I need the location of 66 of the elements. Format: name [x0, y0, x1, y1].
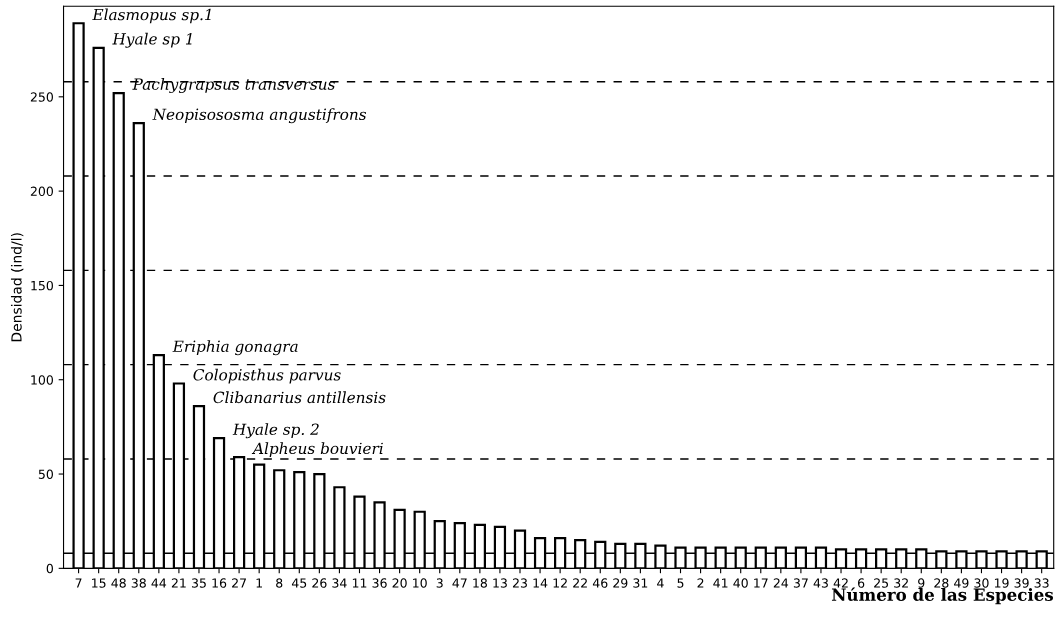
x-tick-label: 39 — [1014, 578, 1029, 588]
x-tick-label: 3 — [436, 578, 443, 588]
x-tick-label: 2 — [697, 578, 704, 588]
x-tick-label: 37 — [793, 578, 808, 588]
x-tick-label: 13 — [493, 578, 507, 588]
x-tick-label: 8 — [276, 578, 283, 588]
x-tick-label: 21 — [171, 578, 186, 588]
x-tick-label: 1 — [256, 578, 262, 588]
x-tick-label: 15 — [92, 578, 106, 588]
annotation: Elasmopus sp.1 — [92, 8, 211, 24]
y-axis-title: Densidad (ind/l) — [10, 233, 24, 342]
x-tick-label: 32 — [894, 578, 908, 588]
x-tick-label: 22 — [573, 578, 587, 588]
x-tick-label: 9 — [918, 578, 925, 588]
x-tick-label: 38 — [131, 578, 146, 588]
annotation: Pachygrapsus transversus — [132, 78, 335, 94]
x-tick-label: 5 — [677, 578, 684, 588]
x-tick-label: 29 — [613, 578, 628, 588]
x-tick-label: 41 — [713, 578, 728, 588]
x-tick-label: 49 — [954, 578, 969, 588]
x-tick-label: 23 — [512, 578, 527, 588]
x-tick-label: 25 — [874, 578, 889, 588]
x-tick-label: 30 — [974, 578, 989, 588]
x-tick-label: 24 — [773, 578, 789, 588]
annotation: Hyale sp. 2 — [232, 423, 319, 439]
x-tick-label: 11 — [352, 578, 367, 588]
annotation: Colopisthus parvus — [193, 368, 341, 384]
y-tick-label: 200 — [30, 186, 53, 197]
x-tick-label: 45 — [291, 578, 307, 588]
x-tick-label: 28 — [934, 578, 949, 588]
x-tick-label: 20 — [392, 578, 407, 588]
x-tick-label: 17 — [754, 578, 768, 588]
x-tick-label: 48 — [111, 578, 126, 588]
x-tick-label: 12 — [553, 578, 567, 588]
annotation: Eriphia gonagra — [172, 340, 298, 356]
x-tick-label: 44 — [151, 578, 167, 588]
annotation: Clibanarius antillensis — [213, 391, 386, 404]
x-tick-label: 43 — [813, 578, 828, 588]
x-tick-label: 46 — [592, 578, 608, 588]
x-tick-label: 4 — [657, 578, 664, 588]
x-tick-label: 14 — [533, 578, 548, 588]
x-tick-label: 31 — [633, 578, 648, 588]
x-tick-label: 33 — [1034, 578, 1049, 588]
annotation: Alpheus bouvieri — [251, 442, 383, 458]
y-tick-label: 50 — [38, 469, 53, 479]
y-tick-label: 100 — [31, 375, 53, 385]
x-axis-title: Número de las Especies — [831, 587, 1054, 605]
x-tick-label: 10 — [413, 578, 427, 588]
x-tick-label: 7 — [75, 578, 82, 588]
x-tick-label: 42 — [833, 578, 848, 588]
x-tick-label: 40 — [733, 578, 748, 588]
y-tick-label: 150 — [31, 280, 53, 291]
x-tick-label: 34 — [332, 578, 347, 588]
x-tick-label: 27 — [232, 578, 246, 588]
annotation: Neopisososma angustifrons — [152, 108, 367, 124]
x-tick-label: 35 — [191, 578, 206, 588]
x-tick-label: 19 — [994, 578, 1009, 588]
x-tick-label: 6 — [857, 578, 865, 588]
y-tick-label: 250 — [30, 92, 53, 102]
y-tick-label: 0 — [46, 563, 53, 574]
x-tick-label: 36 — [372, 578, 387, 588]
x-tick-label: 47 — [452, 578, 467, 588]
x-tick-label: 18 — [473, 578, 487, 588]
x-tick-label: 16 — [212, 578, 227, 588]
x-tick-label: 26 — [312, 578, 327, 588]
annotation: Hyale sp 1 — [112, 32, 192, 48]
